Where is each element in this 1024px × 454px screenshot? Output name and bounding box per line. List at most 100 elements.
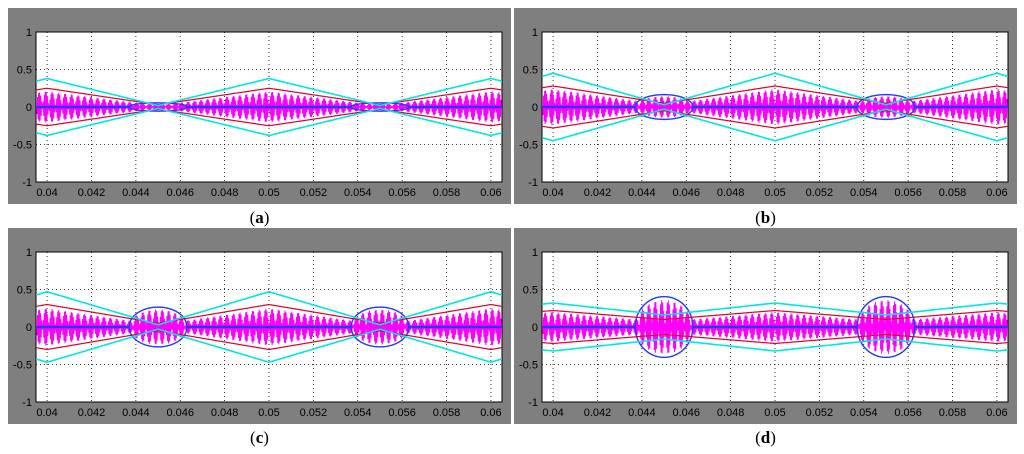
x-tick-label: 0.046	[166, 407, 194, 419]
series-red-envelope	[36, 87, 502, 106]
caption-d: (d)	[755, 428, 776, 447]
caption-c: (c)	[250, 428, 269, 447]
y-tick-label: 0.5	[523, 65, 538, 77]
chart-svg: 0.04 0.042 0.044 0.046 0.048 0.05 0.052 0.054 0.…	[519, 27, 1009, 199]
x-tick-label: 0.044	[628, 187, 656, 199]
caption-letter-a: a	[255, 208, 264, 227]
y-tick-label: 1	[532, 247, 538, 259]
y-tick-label: 0.5	[17, 65, 32, 77]
series-group	[36, 290, 502, 364]
x-tick-label: 0.052	[300, 407, 328, 419]
y-tick-label: 0	[532, 322, 538, 334]
y-tick-label: -1	[528, 177, 538, 189]
caption-letter-c: c	[255, 428, 264, 447]
series-blue-envelope	[542, 295, 1008, 328]
y-tick-label: 0	[532, 102, 538, 114]
x-tick-label: 0.054	[344, 407, 372, 419]
series-cyan-envelope	[36, 290, 502, 326]
series-blue-envelope	[542, 106, 1008, 121]
x-tick-label: 0.06	[480, 187, 501, 199]
chart-svg: 0.04 0.042 0.044 0.046 0.048 0.05 0.052 0.054 0.…	[519, 247, 1009, 419]
x-tick-label: 0.056	[894, 407, 922, 419]
y-tick-label: -0.5	[519, 140, 538, 152]
x-tick-label: 0.048	[717, 187, 745, 199]
y-tick-label: -0.5	[13, 140, 32, 152]
x-tick-label: 0.042	[584, 187, 612, 199]
caption-a: (a)	[249, 208, 270, 227]
y-tick-label: -0.5	[519, 360, 538, 372]
x-tick-label: 0.05	[258, 187, 279, 199]
x-tick-label: 0.044	[122, 407, 150, 419]
series-group	[542, 72, 1008, 142]
y-tick-label: -0.5	[13, 360, 32, 372]
x-tick-label: 0.042	[78, 407, 106, 419]
x-tick-label: 0.046	[166, 187, 194, 199]
series-cyan-envelope	[36, 107, 502, 137]
series-red-envelope	[36, 108, 502, 127]
series-blue-envelope	[36, 106, 502, 112]
x-tick-label: 0.048	[211, 187, 239, 199]
y-tick-label: 1	[532, 27, 538, 39]
x-tick-label: 0.054	[850, 407, 878, 419]
caption-b: (b)	[755, 208, 776, 227]
series-red-envelope	[36, 330, 502, 351]
x-tick-label: 0.052	[300, 187, 328, 199]
series-blue-envelope	[542, 93, 1008, 108]
x-tick-label: 0.052	[806, 187, 834, 199]
x-tick-label: 0.04	[542, 407, 563, 419]
chart-svg: 0.04 0.042 0.044 0.046 0.048 0.05 0.052 0.054 0.…	[13, 27, 503, 199]
chart-panel-c: 0.04 0.042 0.044 0.046 0.048 0.05 0.052 0.054 0.…	[8, 228, 511, 424]
series-group	[36, 77, 502, 137]
y-tick-label: 1	[26, 27, 32, 39]
chart-panel-d: 0.04 0.042 0.044 0.046 0.048 0.05 0.052 0.054 0.…	[514, 228, 1017, 424]
x-tick-label: 0.058	[433, 407, 461, 419]
x-tick-label: 0.052	[806, 407, 834, 419]
y-tick-label: 1	[26, 247, 32, 259]
x-tick-label: 0.058	[433, 187, 461, 199]
y-tick-label: 0	[26, 102, 32, 114]
x-tick-label: 0.058	[939, 187, 967, 199]
x-tick-label: 0.048	[211, 407, 239, 419]
series-blue-envelope	[36, 102, 502, 108]
y-tick-label: 0	[26, 322, 32, 334]
x-tick-label: 0.05	[764, 187, 785, 199]
series-cyan-envelope	[542, 72, 1008, 106]
series-blue-envelope	[36, 326, 502, 348]
x-tick-label: 0.044	[628, 407, 656, 419]
series-group	[542, 295, 1008, 359]
x-tick-label: 0.056	[388, 187, 416, 199]
chart-panel-b: 0.04 0.042 0.044 0.046 0.048 0.05 0.052 0.054 0.…	[514, 8, 1017, 204]
y-tick-label: -1	[22, 397, 32, 409]
y-tick-label: -1	[22, 177, 32, 189]
chart-panel-a: 0.04 0.042 0.044 0.046 0.048 0.05 0.052 0.054 0.…	[8, 8, 511, 204]
y-tick-label: 0.5	[17, 285, 32, 297]
series-cyan-envelope	[542, 302, 1008, 316]
series-red-envelope	[542, 333, 1008, 345]
x-tick-label: 0.042	[584, 407, 612, 419]
x-tick-label: 0.05	[258, 407, 279, 419]
x-tick-label: 0.054	[344, 187, 372, 199]
y-tick-label: -1	[528, 397, 538, 409]
x-tick-label: 0.046	[672, 407, 700, 419]
x-tick-label: 0.056	[388, 407, 416, 419]
x-tick-label: 0.06	[480, 407, 501, 419]
x-tick-label: 0.058	[939, 407, 967, 419]
x-tick-label: 0.048	[717, 407, 745, 419]
y-tick-label: 0.5	[523, 285, 538, 297]
x-tick-label: 0.054	[850, 187, 878, 199]
x-tick-label: 0.06	[986, 187, 1007, 199]
series-cyan-envelope	[542, 108, 1008, 142]
x-tick-label: 0.042	[78, 187, 106, 199]
series-cyan-envelope	[542, 338, 1008, 352]
x-tick-label: 0.04	[542, 187, 563, 199]
series-red-envelope	[542, 85, 1008, 104]
series-cyan-envelope	[36, 77, 502, 107]
x-tick-label: 0.056	[894, 187, 922, 199]
x-tick-label: 0.06	[986, 407, 1007, 419]
x-tick-label: 0.044	[122, 187, 150, 199]
caption-letter-d: d	[760, 428, 771, 447]
series-red-envelope	[542, 110, 1008, 129]
series-red-envelope	[36, 303, 502, 324]
series-cyan-envelope	[36, 328, 502, 364]
series-blue-envelope	[542, 326, 1008, 359]
